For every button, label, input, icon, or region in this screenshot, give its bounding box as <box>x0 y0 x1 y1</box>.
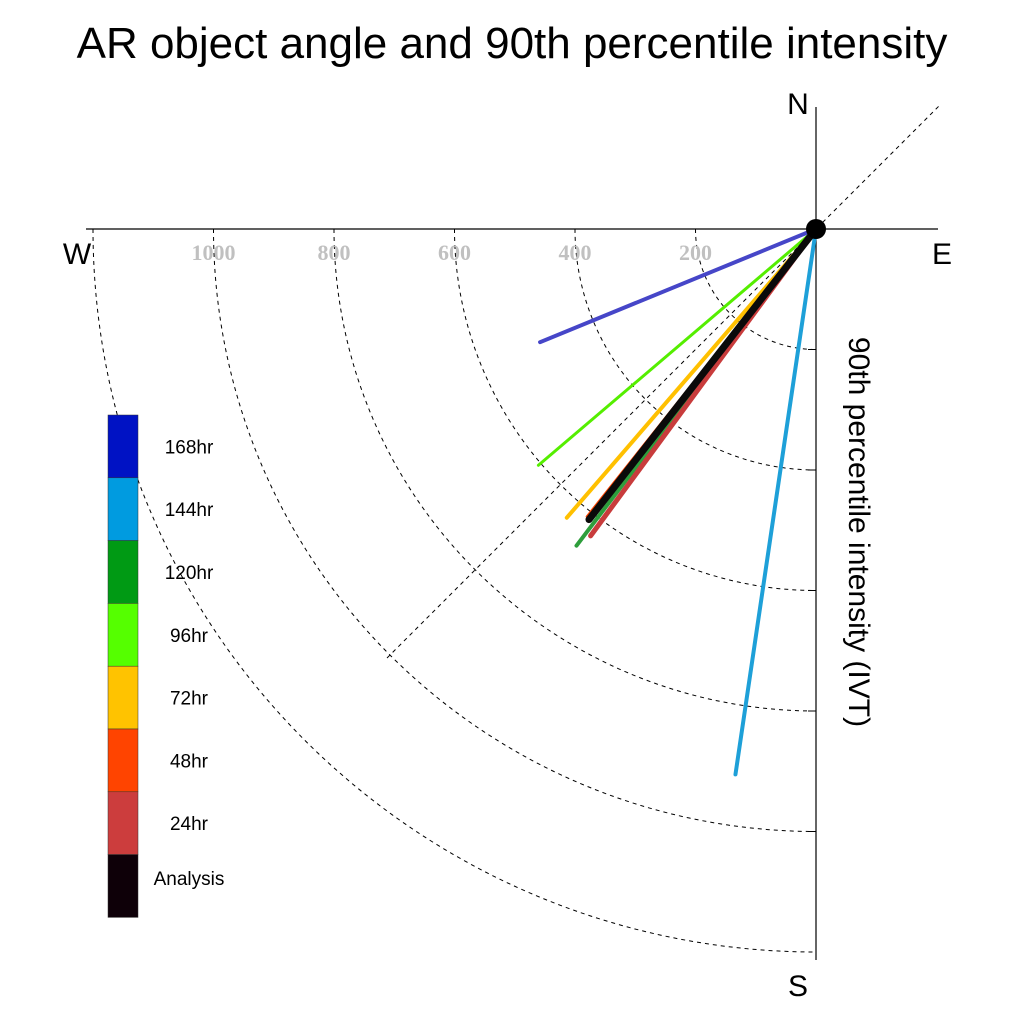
vector-144hr <box>733 227 818 777</box>
grid-ring-1000 <box>213 228 817 832</box>
legend-swatch-96hr <box>107 603 139 667</box>
legend-label-144hr: 144hr <box>165 500 214 521</box>
grid-ring-outer <box>92 228 817 953</box>
tick-label-1000: 1000 <box>192 240 236 265</box>
legend: 168hr 144hr 120hr 96hr 72hr 48hr 24hr Analysis <box>107 414 225 918</box>
tick-label-400: 400 <box>559 240 592 265</box>
grid-diagonal <box>386 104 941 659</box>
legend-label-120hr: 120hr <box>165 563 214 584</box>
axes-layer <box>86 107 938 960</box>
grid-ring-600 <box>454 228 817 591</box>
legend-label-24hr: 24hr <box>170 814 209 835</box>
legend-swatch-168hr <box>107 414 139 479</box>
legend-swatch-48hr <box>107 728 139 793</box>
legend-label-72hr: 72hr <box>170 689 209 710</box>
compass-north-label: N <box>787 88 809 121</box>
vector-layer <box>536 219 826 777</box>
tick-layer: 200 400 600 800 1000 <box>192 240 713 265</box>
compass-south-label: S <box>788 970 808 1003</box>
legend-swatch-120hr <box>107 540 139 604</box>
tick-label-600: 600 <box>438 240 471 265</box>
grid-ring-400 <box>574 228 817 471</box>
vector-168hr <box>538 227 818 345</box>
legend-label-168hr: 168hr <box>165 437 214 458</box>
legend-label-analysis: Analysis <box>154 869 225 890</box>
grid-ring-200 <box>695 228 817 350</box>
tick-label-200: 200 <box>679 240 712 265</box>
legend-swatch-144hr <box>107 477 139 541</box>
grid-layer <box>92 104 941 953</box>
legend-label-48hr: 48hr <box>170 751 209 772</box>
vector-analysis <box>585 225 820 524</box>
legend-swatch-72hr <box>107 665 139 730</box>
chart-title: AR object angle and 90th percentile inte… <box>77 19 948 68</box>
vector-96hr <box>536 227 818 467</box>
compass-east-label: E <box>932 238 952 271</box>
grid-ring-800 <box>333 228 817 712</box>
legend-swatch-analysis <box>107 854 139 918</box>
legend-swatch-24hr <box>107 791 139 855</box>
legend-label-96hr: 96hr <box>170 626 209 647</box>
origin-dot <box>806 219 826 239</box>
y-axis-label: 90th percentile intensity (IVT) <box>842 337 875 727</box>
tick-label-800: 800 <box>318 240 351 265</box>
compass-west-label: W <box>63 238 92 271</box>
